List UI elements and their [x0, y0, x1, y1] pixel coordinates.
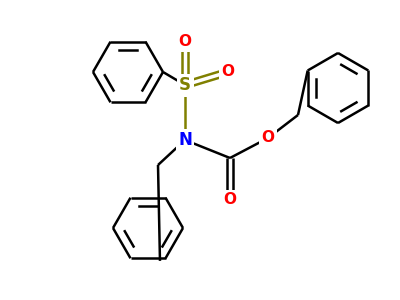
Text: O: O	[222, 64, 234, 80]
Text: O: O	[224, 193, 236, 208]
Text: N: N	[178, 131, 192, 149]
Text: O: O	[178, 34, 192, 50]
Text: O: O	[262, 130, 274, 146]
Text: S: S	[179, 76, 191, 94]
